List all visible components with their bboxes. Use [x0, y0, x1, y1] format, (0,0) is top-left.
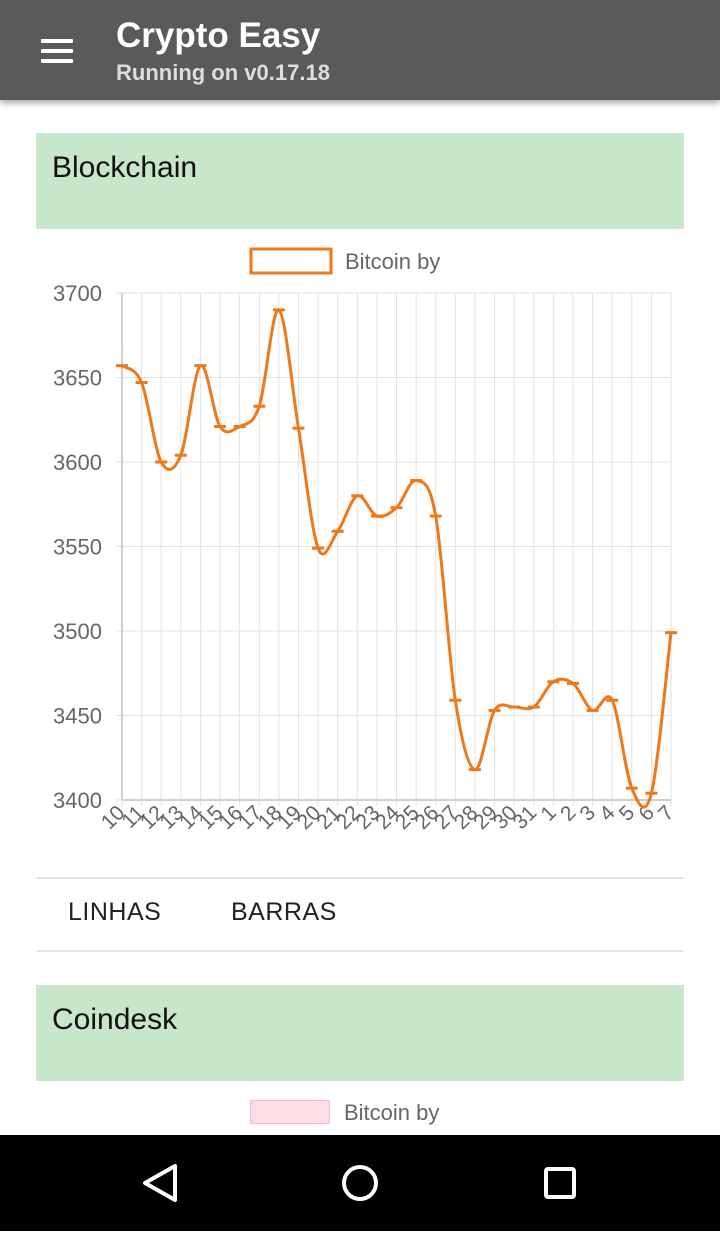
- y-tick-label: 3650: [53, 366, 102, 391]
- x-tick-label: 4: [595, 801, 620, 826]
- tab-divider-top: [36, 877, 684, 879]
- menu-icon[interactable]: [36, 34, 78, 68]
- x-tick-label: 3: [576, 801, 601, 826]
- x-tick-label: 5: [615, 801, 640, 826]
- blockchain-card-title: Blockchain: [52, 151, 198, 184]
- x-tick-label: 2: [556, 801, 581, 826]
- legend-swatch: [249, 247, 333, 275]
- blockchain-card-header: Blockchain: [36, 133, 684, 229]
- x-tick-label: 31: [509, 801, 542, 834]
- app-title: Crypto Easy: [116, 16, 321, 55]
- tab-barras[interactable]: BARRAS: [231, 898, 337, 926]
- legend-label: Bitcoin by: [344, 1100, 440, 1125]
- legend-label: Bitcoin by: [345, 249, 440, 274]
- recents-icon[interactable]: [544, 1167, 576, 1199]
- coindesk-card-header: Coindesk: [36, 985, 684, 1081]
- back-icon[interactable]: [143, 1164, 177, 1202]
- app-subtitle: Running on v0.17.18: [116, 60, 330, 85]
- home-icon[interactable]: [342, 1165, 378, 1201]
- tab-divider-bottom: [36, 950, 684, 952]
- y-tick-label: 3550: [53, 535, 102, 560]
- coindesk-card-title: Coindesk: [52, 1003, 178, 1036]
- x-tick-label: 7: [654, 801, 679, 826]
- y-tick-label: 3400: [53, 788, 102, 813]
- y-tick-label: 3700: [53, 281, 102, 306]
- y-tick-label: 3500: [53, 619, 102, 644]
- app-bar: Crypto Easy Running on v0.17.18: [0, 0, 720, 100]
- nav-buttons: [143, 1164, 576, 1202]
- legend-swatch: [250, 1100, 330, 1124]
- x-tick-label: 1: [536, 801, 561, 826]
- y-tick-label: 3600: [53, 450, 102, 475]
- blockchain-line-chart: Bitcoin by370036503600355035003450340010…: [53, 247, 679, 834]
- y-tick-label: 3450: [53, 704, 102, 729]
- system-nav-bar: [0, 1135, 720, 1231]
- tab-linhas[interactable]: LINHAS: [68, 898, 162, 926]
